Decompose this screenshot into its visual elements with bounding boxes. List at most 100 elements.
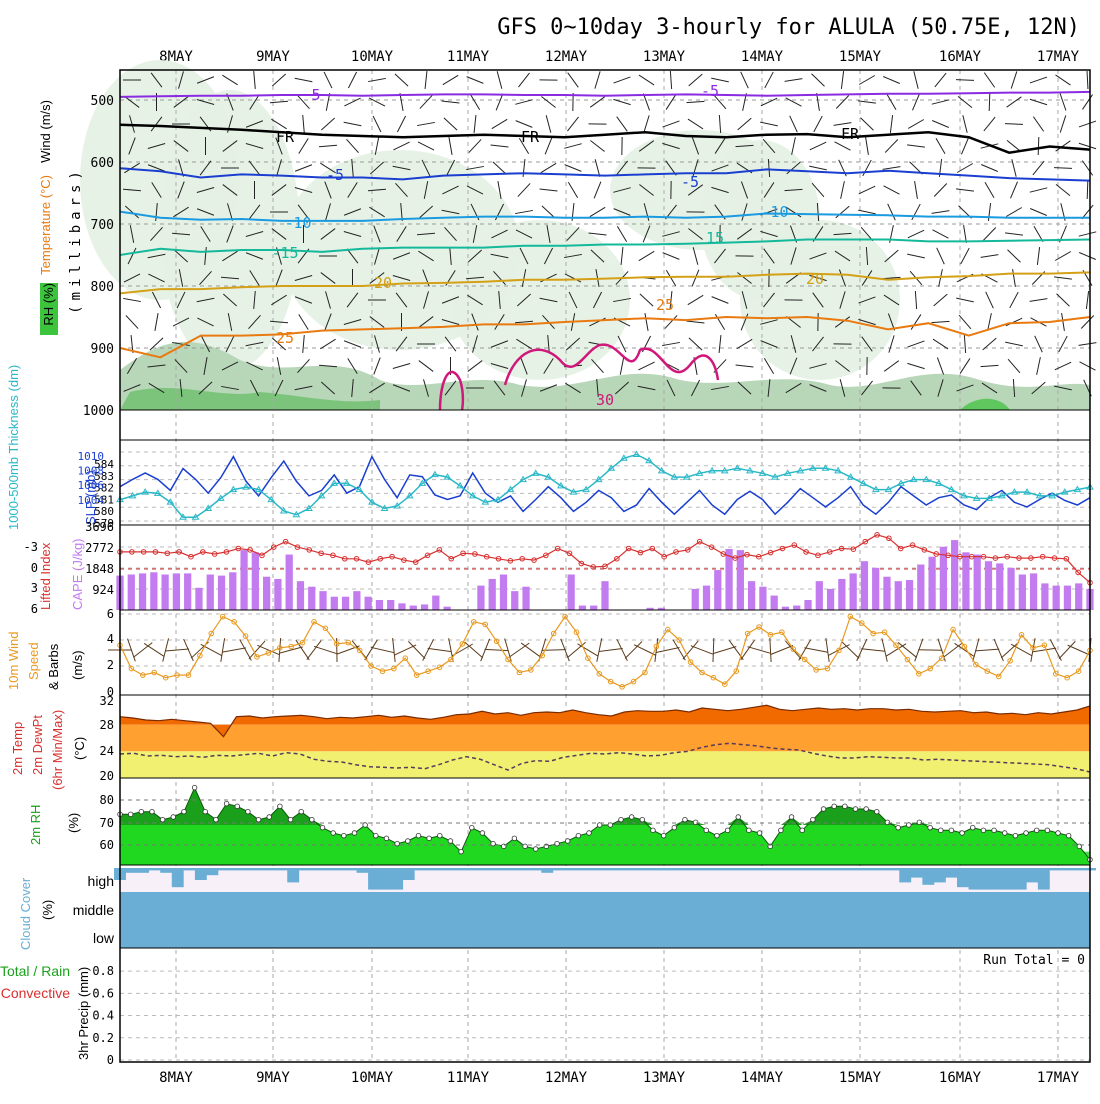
legend-slp: SLP (mb)	[83, 470, 98, 525]
cloud-high-cell	[276, 868, 288, 870]
cape-bar	[161, 575, 168, 610]
cloud-high-cell	[1038, 868, 1050, 890]
rh-marker	[416, 833, 421, 838]
y2-tick-label: 3696	[85, 520, 114, 534]
cape-bar	[692, 589, 699, 610]
cloud-high-cell	[553, 868, 565, 870]
cloud-high-cell	[784, 868, 796, 870]
cloud-high-cell	[795, 868, 807, 870]
rh-marker	[629, 815, 634, 820]
cloud-high-cell	[1061, 868, 1073, 870]
cloud-high-cell	[230, 868, 242, 870]
legend-total-rain: Total / Rain	[0, 963, 70, 979]
cloud-high-cell	[634, 868, 646, 870]
cape-bar	[240, 550, 247, 610]
cape-bar	[917, 565, 924, 610]
y2-tick-label: 924	[92, 583, 114, 597]
rh-marker	[384, 836, 389, 841]
y-tick-label: 4	[107, 632, 114, 646]
cape-bar	[793, 606, 800, 610]
rh-marker	[182, 809, 187, 814]
day-label-top: 14MAY	[741, 49, 784, 65]
cape-bar	[319, 591, 326, 610]
day-label-top: 15MAY	[839, 49, 882, 65]
day-label-bottom: 11MAY	[447, 1070, 490, 1086]
panel-bg	[120, 440, 1090, 525]
rh-marker	[661, 833, 666, 838]
rh-marker	[203, 809, 208, 814]
contour-label: -5	[326, 166, 344, 184]
rh-marker	[747, 828, 752, 833]
cloud-high-cell	[310, 868, 322, 870]
rh-marker	[331, 831, 336, 836]
legend-degc: (°C)	[72, 737, 87, 760]
cloud-high-cell	[830, 868, 842, 870]
rh-marker	[885, 820, 890, 825]
cloud-high-cell	[622, 868, 634, 870]
cape-bar	[511, 591, 518, 610]
rh-marker	[832, 804, 837, 809]
cape-bar	[883, 577, 890, 610]
cloud-high-cell	[818, 868, 830, 870]
rh-marker	[651, 828, 656, 833]
cloud-high-cell	[726, 868, 738, 870]
day-label-bottom: 9MAY	[256, 1070, 290, 1086]
rh-marker	[619, 817, 624, 822]
rh-marker	[1013, 833, 1018, 838]
y-tick-label: 24	[100, 744, 114, 758]
rh-marker	[374, 833, 379, 838]
rh-marker	[224, 801, 229, 806]
rh-marker	[843, 804, 848, 809]
wind-barb	[1054, 168, 1072, 169]
cape-bar	[714, 570, 721, 610]
y-tick-label: 900	[91, 342, 114, 357]
rh-marker	[1066, 833, 1071, 838]
day-label-top: 10MAY	[351, 49, 394, 65]
cloud-high-cell	[530, 868, 542, 870]
cloud-high-cell	[680, 868, 692, 870]
rh-marker	[480, 831, 485, 836]
cloud-high-cell	[391, 868, 403, 890]
legend-thickness: 1000-500mb Thickness (dm)	[6, 365, 21, 530]
cloud-high-cell	[426, 868, 438, 870]
rh-marker	[789, 815, 794, 820]
cape-bar	[703, 586, 710, 610]
cloud-high-cell	[911, 868, 923, 878]
cape-bar	[489, 579, 496, 610]
legend-cloud-unit: (%)	[40, 900, 55, 920]
rh-marker	[821, 807, 826, 812]
cloud-high-cell	[1072, 868, 1084, 870]
cape-bar	[331, 597, 338, 610]
cloud-high-cell	[322, 868, 334, 870]
wind-barb	[1038, 137, 1039, 155]
legend-precip: 3hr Precip (mm)	[76, 967, 91, 1060]
cape-bar	[725, 549, 732, 610]
cape-bar	[996, 563, 1003, 610]
rh-marker	[864, 807, 869, 812]
chart-title: GFS 0~10day 3-hourly for ALULA (50.75E, …	[497, 15, 1080, 40]
cape-bar	[173, 573, 180, 610]
y-tick-label: 600	[91, 156, 114, 171]
cloud-high-cell	[888, 868, 900, 870]
y-tick-label: 32	[100, 694, 114, 708]
cloud-high-cell	[472, 868, 484, 870]
rh-marker	[352, 831, 357, 836]
cape-bar	[432, 596, 439, 610]
rh-marker	[949, 828, 954, 833]
cloud-high-cell	[576, 868, 588, 870]
contour-label: 25	[656, 296, 674, 314]
cape-bar	[872, 568, 879, 610]
contour-label: -5	[681, 173, 699, 191]
chart-panels: 8MAY8MAY9MAY9MAY10MAY10MAY11MAY11MAY12MA…	[0, 49, 1096, 1086]
contour-label: FR	[521, 128, 540, 146]
cape-bar	[579, 606, 586, 610]
day-label-top: 9MAY	[256, 49, 290, 65]
rh-marker	[587, 831, 592, 836]
cloud-high-cell	[137, 868, 149, 873]
y-tick-label: 1000	[83, 404, 114, 419]
cape-bar	[218, 576, 225, 610]
cape-bar	[1030, 573, 1037, 610]
rh-marker	[1045, 828, 1050, 833]
cloud-high-cell	[264, 868, 276, 870]
